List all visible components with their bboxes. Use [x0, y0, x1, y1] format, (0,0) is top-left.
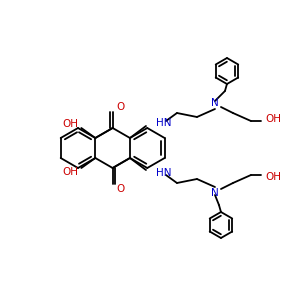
- Text: N: N: [211, 188, 219, 198]
- Text: OH: OH: [265, 114, 281, 124]
- Text: OH: OH: [62, 167, 78, 177]
- Text: OH: OH: [62, 119, 78, 129]
- Text: N: N: [211, 98, 219, 108]
- Text: OH: OH: [265, 172, 281, 182]
- Text: HN: HN: [156, 118, 172, 128]
- Text: O: O: [116, 184, 125, 194]
- Text: O: O: [116, 102, 125, 112]
- Text: HN: HN: [156, 168, 172, 178]
